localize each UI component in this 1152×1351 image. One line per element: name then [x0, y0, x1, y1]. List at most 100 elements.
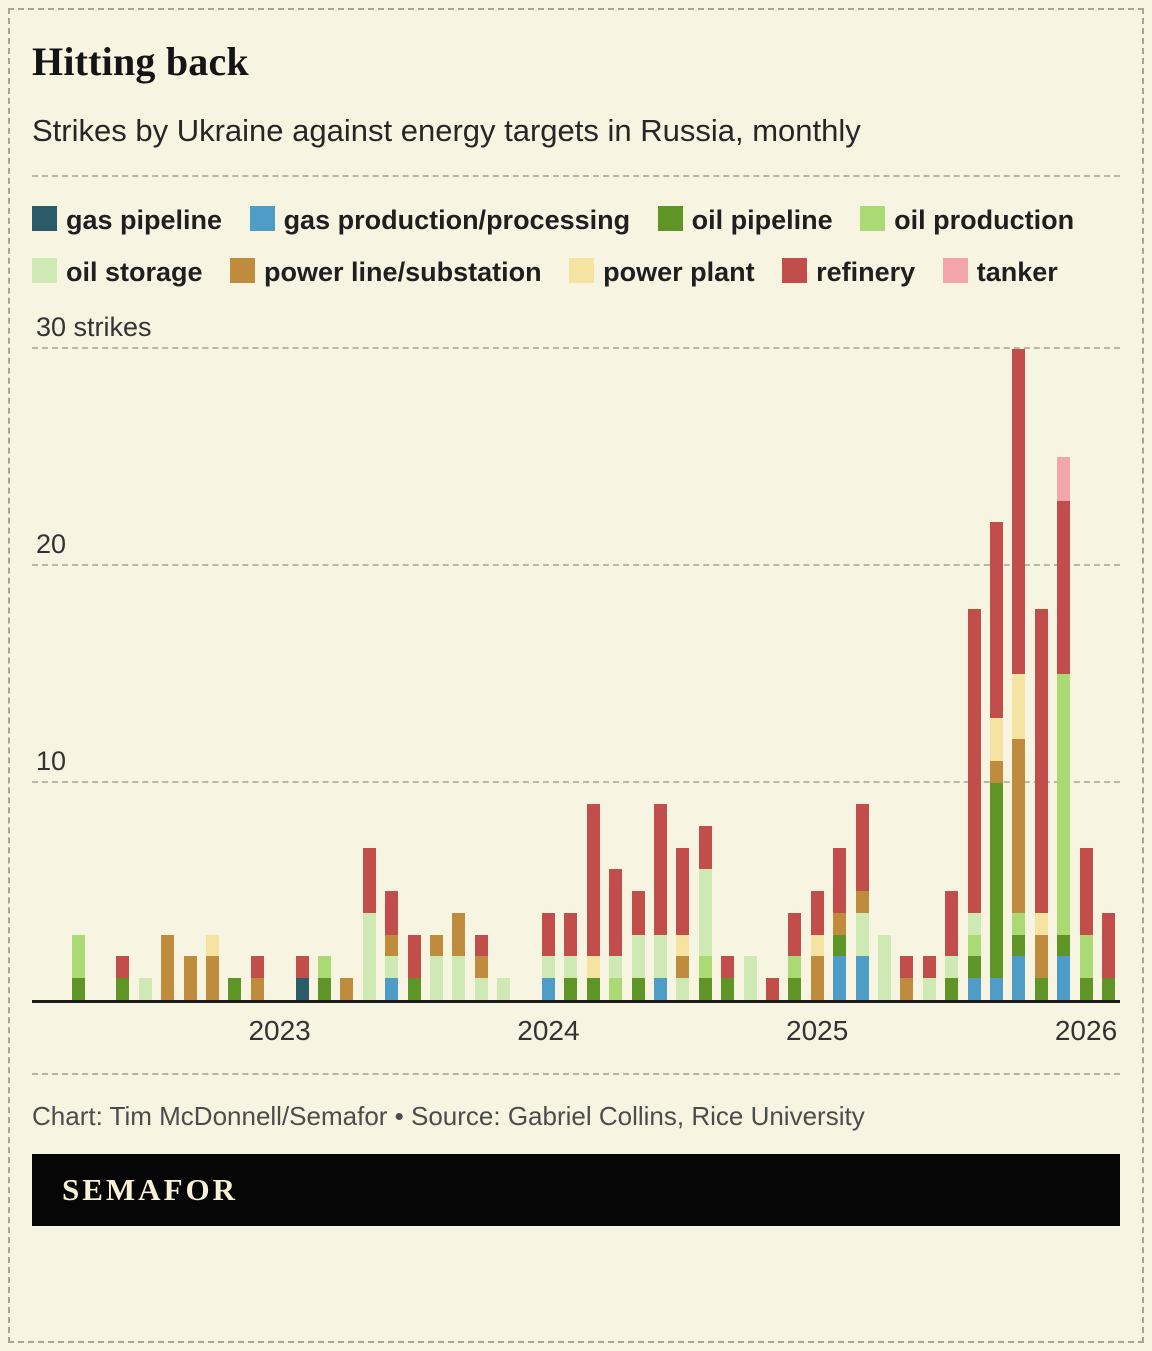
divider-bottom	[32, 1072, 1120, 1075]
legend-label-oil_production: oil production	[894, 205, 1075, 235]
bar-segment-oil_pipeline	[1012, 934, 1026, 957]
bar-segment-oil_storage	[698, 869, 712, 957]
bar-segment-oil_storage	[877, 934, 891, 1000]
bar-segment-oil_pipeline	[833, 934, 847, 957]
bar-segment-oil_pipeline	[564, 977, 578, 1000]
bar-segment-refinery	[1101, 912, 1115, 978]
bar-segment-refinery	[609, 869, 623, 957]
bar-segment-oil_storage	[429, 956, 443, 1000]
bar-segment-refinery	[407, 934, 421, 978]
bar-segment-oil_storage	[922, 977, 936, 1000]
bar-segment-gas_production	[967, 977, 981, 1000]
bar-segment-refinery	[1079, 847, 1093, 935]
bar-segment-power_line	[474, 956, 488, 978]
bar-segment-power_line	[989, 760, 1003, 783]
legend-item-power_line: power line/substation	[230, 257, 542, 287]
legend-item-tanker: tanker	[942, 257, 1058, 287]
bar-segment-gas_production	[989, 977, 1003, 1000]
bar-segment-refinery	[631, 891, 645, 935]
bar-segment-power_line	[452, 912, 466, 957]
bar-segment-oil_pipeline	[407, 977, 421, 1000]
bar-segment-refinery	[788, 912, 802, 957]
bar-segment-power_line	[250, 977, 264, 1000]
divider-top	[32, 175, 1120, 177]
bar-segment-power_line	[833, 912, 847, 935]
legend-item-oil_storage: oil storage	[32, 257, 203, 287]
legend-label-gas_pipeline: gas pipeline	[66, 205, 223, 235]
x-axis-baseline	[32, 999, 1120, 1003]
bar-segment-refinery	[721, 956, 735, 978]
bar-segment-refinery	[833, 847, 847, 913]
bar-segment-oil_pipeline	[788, 977, 802, 1000]
bar-segment-oil_pipeline	[1057, 934, 1071, 957]
bar-segment-power_plant	[1012, 674, 1026, 740]
gridline-30	[32, 346, 1120, 349]
legend-swatch-tanker	[942, 257, 968, 283]
legend-label-refinery: refinery	[816, 256, 916, 287]
bar-segment-gas_production	[855, 956, 869, 1000]
bar-segment-refinery	[541, 912, 555, 957]
bar-segment-refinery	[385, 891, 399, 935]
legend-item-oil_production: oil production	[860, 205, 1074, 235]
bar-segment-oil_production	[1012, 912, 1026, 935]
gridline-10	[32, 780, 1120, 783]
bar-segment-power_plant	[586, 956, 600, 978]
bar-segment-oil_storage	[138, 977, 152, 1000]
x-axis-label-2023: 2023	[248, 1014, 311, 1046]
bar-segment-power_line	[676, 956, 690, 978]
bar-segment-oil_storage	[967, 912, 981, 935]
bar-segment-oil_pipeline	[317, 977, 331, 1000]
bar-segment-oil_storage	[945, 956, 959, 978]
bar-segment-power_line	[900, 977, 914, 1000]
bar-segment-tanker	[1057, 457, 1071, 501]
semafor-logo-bar: SEMAFOR	[32, 1153, 1120, 1226]
bar-segment-power_line	[205, 956, 219, 1000]
bar-segment-refinery	[1012, 348, 1026, 675]
bar-segment-oil_storage	[676, 977, 690, 1000]
bar-segment-refinery	[474, 934, 488, 957]
bar-segment-oil_storage	[474, 977, 488, 1000]
bar-segment-refinery	[698, 826, 712, 870]
legend-swatch-power_plant	[569, 257, 595, 283]
bar-segment-gas_production	[833, 956, 847, 1000]
legend-swatch-oil_pipeline	[657, 206, 683, 231]
bar-segment-oil_production	[967, 934, 981, 957]
bar-segment-oil_storage	[497, 977, 511, 1000]
bar-segment-refinery	[1034, 609, 1048, 913]
bar-segment-refinery	[362, 847, 376, 913]
bar-segment-power_line	[161, 934, 175, 1000]
bar-segment-power_plant	[676, 934, 690, 957]
bar-segment-power_line	[810, 956, 824, 1000]
legend-label-power_line: power line/substation	[264, 256, 542, 287]
bar-segment-oil_storage	[385, 956, 399, 978]
bar-segment-oil_pipeline	[631, 977, 645, 1000]
bar-segment-oil_storage	[653, 934, 667, 978]
x-axis-label-2024: 2024	[517, 1014, 580, 1046]
bar-segment-oil_production	[1057, 674, 1071, 935]
bar-segment-oil_production	[1079, 934, 1093, 978]
bar-segment-oil_storage	[609, 956, 623, 978]
legend-item-gas_production: gas production/processing	[249, 205, 630, 235]
bar-segment-refinery	[564, 912, 578, 957]
bar-segment-oil_pipeline	[71, 977, 85, 1000]
bar-segment-oil_storage	[541, 956, 555, 978]
bar-segment-oil_pipeline	[1034, 977, 1048, 1000]
bar-segment-refinery	[586, 804, 600, 957]
bar-segment-power_line	[855, 891, 869, 913]
legend-item-refinery: refinery	[782, 257, 915, 287]
bar-segment-refinery	[653, 804, 667, 935]
x-axis-label-2025: 2025	[786, 1014, 849, 1046]
bar-segment-refinery	[1057, 500, 1071, 675]
legend-label-power_plant: power plant	[603, 256, 755, 287]
legend-swatch-oil_production	[860, 206, 886, 231]
bar-segment-oil_pipeline	[586, 977, 600, 1000]
gridline-20	[32, 563, 1120, 566]
chart-title: Hitting back	[32, 39, 249, 84]
legend-swatch-oil_storage	[32, 257, 57, 283]
bar-segment-gas_pipeline	[295, 977, 309, 1000]
bar-segment-oil_pipeline	[1079, 977, 1093, 1000]
bar-segment-oil_production	[609, 977, 623, 1000]
legend-swatch-refinery	[782, 257, 808, 283]
bar-segment-oil_production	[71, 934, 85, 978]
y-axis-label-30: 30 strikes	[36, 311, 152, 342]
